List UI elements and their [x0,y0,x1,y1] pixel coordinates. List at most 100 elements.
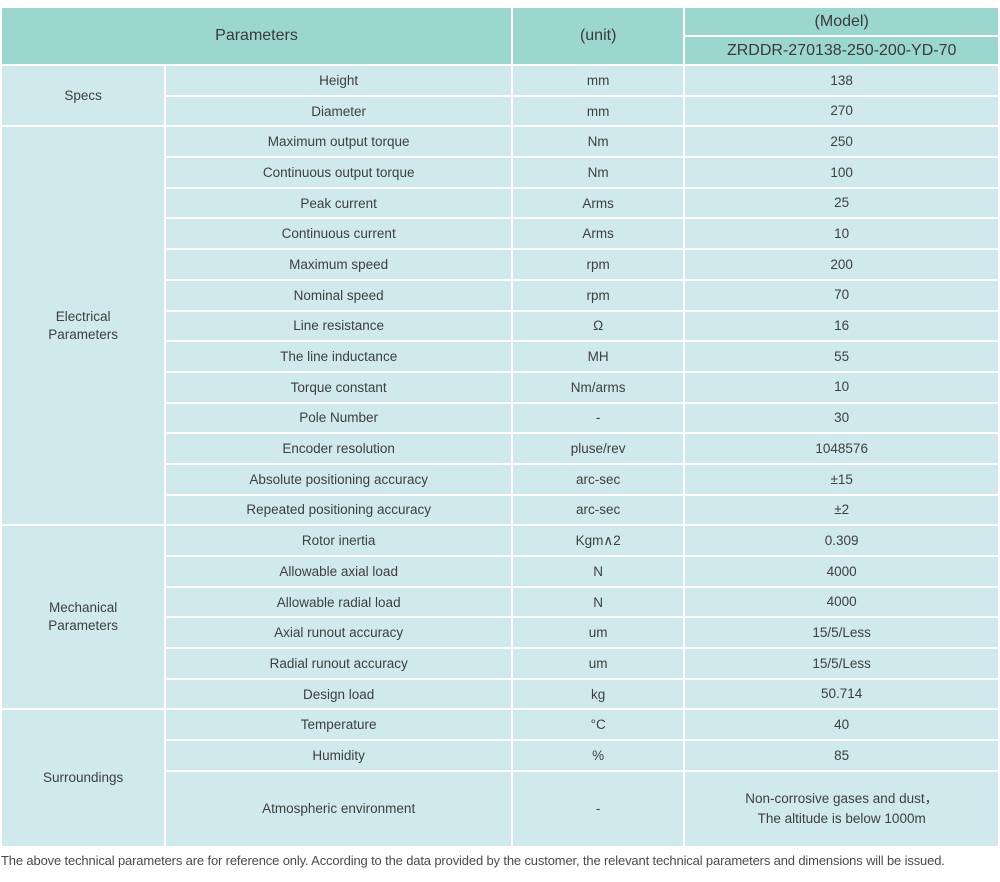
unit-cell: arc-sec [513,495,684,525]
parameter-cell: The line inductance [166,342,512,371]
unit-cell: rpm [513,250,684,279]
table-row: Radial runout accuracy um 15/5/Less [2,649,998,678]
table-row: Encoder resolution pluse/rev 1048576 [2,434,998,463]
parameter-cell: Pole Number [166,403,512,433]
unit-cell: Kgm∧2 [513,526,684,555]
unit-cell: um [513,618,684,648]
spec-table-body: Specs Height mm 138 Diameter mm 270 Electrical … [2,66,998,846]
unit-cell: Arms [513,188,684,218]
value-cell: 15/5/Less [685,649,998,678]
parameter-cell: Height [166,66,512,95]
table-row: Absolute positioning accuracy arc-sec ±15 [2,464,998,494]
unit-cell: % [513,741,684,770]
value-cell: 30 [685,403,998,433]
value-cell: 4000 [685,587,998,617]
value-cell: ±15 [685,464,998,494]
value-cell: 0.309 [685,526,998,555]
table-row: Diameter mm 270 [2,96,998,126]
unit-cell: Nm/arms [513,372,684,402]
unit-cell: pluse/rev [513,434,684,463]
table-row: Allowable axial load N 4000 [2,557,998,586]
value-cell: 138 [685,66,998,95]
parameter-cell: Allowable radial load [166,587,512,617]
value-cell: 40 [685,710,998,740]
table-row: Torque constant Nm/arms 10 [2,372,998,402]
parameter-cell: Encoder resolution [166,434,512,463]
table-row: Peak current Arms 25 [2,188,998,218]
table-row: Pole Number -30 [2,403,998,433]
parameter-cell: Torque constant [166,372,512,402]
value-cell: 250 [685,127,998,157]
value-cell: 70 [685,280,998,310]
table-row: Repeated positioning accuracy arc-sec ±2 [2,495,998,525]
table-row: Line resistance Ω 16 [2,311,998,341]
value-cell: 85 [685,741,998,770]
header-model-number: ZRDDR-270138-250-200-YD-70 [685,37,998,64]
table-row: Allowable radial load N 4000 [2,587,998,617]
unit-cell: N [513,557,684,586]
parameter-cell: Axial runout accuracy [166,618,512,648]
parameter-cell: Continuous current [166,219,512,249]
category-cell: Surroundings [2,710,165,846]
unit-cell: °C [513,710,684,740]
unit-cell: mm [513,96,684,126]
value-cell: 1048576 [685,434,998,463]
value-cell: 16 [685,311,998,341]
parameter-cell: Allowable axial load [166,557,512,586]
value-cell: 55 [685,342,998,371]
table-row: Nominal speed rpm 70 [2,280,998,310]
value-cell: 200 [685,250,998,279]
table-row: Specs Height mm 138 [2,66,998,126]
parameter-cell: Maximum speed [166,250,512,279]
parameter-cell: Design load [166,679,512,709]
parameter-cell: Radial runout accuracy [166,649,512,678]
unit-cell: - [513,403,684,433]
value-cell: 50.714 [685,679,998,709]
unit-cell: Ω [513,311,684,341]
table-row: Continuous output torque Nm 100 [2,158,998,187]
parameter-cell: Atmospheric environment [166,771,512,846]
value-cell: 100 [685,158,998,187]
parameter-cell: Humidity [166,741,512,770]
parameter-cell: Continuous output torque [166,158,512,187]
table-row: Mechanical Parameters Rotor inertia Kgm∧2 0… [2,526,998,709]
parameter-cell: Temperature [166,710,512,740]
unit-cell: MH [513,342,684,371]
value-cell: ±2 [685,495,998,525]
table-row: Axial runout accuracy um 15/5/Less [2,618,998,648]
header-unit: (unit) [513,8,684,64]
category-cell: Specs [2,66,165,126]
unit-cell: Nm [513,158,684,187]
spec-table: Parameters (unit) (Model) ZRDDR-270138-2… [0,6,1000,848]
parameter-cell: Peak current [166,188,512,218]
value-cell: 10 [685,219,998,249]
table-row: Design load kg 50.714 [2,679,998,709]
parameter-cell: Maximum output torque [166,127,512,157]
parameter-cell: Rotor inertia [166,526,512,555]
unit-cell: Nm [513,127,684,157]
table-row: Electrical Parameters Maximum output torq… [2,127,998,525]
header-model: (Model) [685,8,998,35]
value-cell: 4000 [685,557,998,586]
value-cell: Non-corrosive gases and dust， The altitu… [685,771,998,846]
unit-cell: rpm [513,280,684,310]
parameter-cell: Absolute positioning accuracy [166,464,512,494]
category-cell: Electrical Parameters [2,127,165,525]
header-row-1: Parameters (unit) (Model) [2,8,998,64]
unit-cell: um [513,649,684,678]
parameter-cell: Line resistance [166,311,512,341]
unit-cell: mm [513,66,684,95]
category-cell: Mechanical Parameters [2,526,165,709]
value-cell: 15/5/Less [685,618,998,648]
table-row: The line inductance MH 55 [2,342,998,371]
table-row: Maximum speed rpm 200 [2,250,998,279]
unit-cell: N [513,587,684,617]
footnote: The above technical parameters are for r… [1,852,945,868]
unit-cell: kg [513,679,684,709]
header-parameters: Parameters [2,8,512,64]
table-row: Atmospheric environment - Non-corrosive ga… [2,771,998,846]
value-cell: 10 [685,372,998,402]
unit-cell: - [513,771,684,846]
unit-cell: arc-sec [513,464,684,494]
table-row: Humidity% 85 [2,741,998,770]
